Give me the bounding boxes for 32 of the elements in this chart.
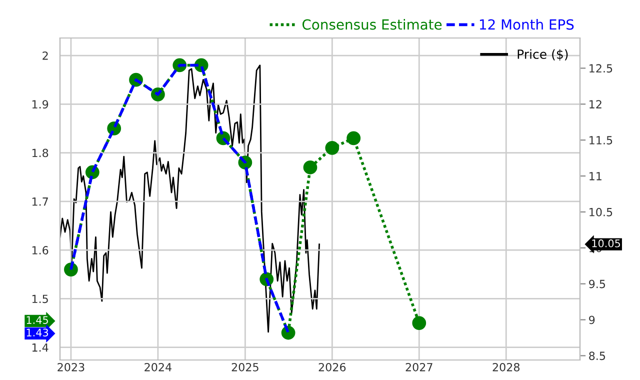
text: 1.43 bbox=[26, 328, 48, 336]
line-series bbox=[60, 64, 320, 333]
point bbox=[346, 131, 361, 146]
point bbox=[412, 316, 426, 330]
y2-tick-label: 8.5 bbox=[589, 352, 606, 360]
y-tick-label: 1.9 bbox=[32, 100, 48, 109]
y-tick-label: 2 bbox=[42, 51, 48, 60]
x-tick-label: 2025 bbox=[232, 362, 258, 372]
text: 10.05 bbox=[592, 239, 620, 248]
point bbox=[325, 140, 340, 155]
x-tick-label: 2026 bbox=[318, 362, 346, 372]
legend-label: Consensus Estimate bbox=[302, 19, 442, 30]
y2-tick-label: 9.5 bbox=[589, 280, 606, 288]
legend-label: Price ($) bbox=[518, 49, 568, 61]
y2-tick-label: 12.5 bbox=[590, 64, 612, 73]
y2-tick-label: 11 bbox=[590, 172, 602, 180]
y-tick-label: 1.5 bbox=[32, 294, 48, 304]
x-tick-label: 2023 bbox=[58, 362, 84, 372]
y2-tick-label: 12 bbox=[590, 100, 602, 108]
y-tick-label: 1.6 bbox=[32, 246, 48, 254]
legend-label: 12 Month EPS bbox=[480, 19, 574, 30]
y2-tick-label: 11.5 bbox=[590, 136, 612, 144]
y2-tick-label: 10.5 bbox=[590, 208, 612, 216]
x-tick-label: 2028 bbox=[492, 362, 520, 372]
x-tick-label: 2027 bbox=[406, 362, 432, 372]
y-tick-label: 1.8 bbox=[32, 148, 48, 158]
x-tick-label: 2024 bbox=[144, 362, 172, 372]
y-tick-label: 1.7 bbox=[32, 198, 48, 206]
y2-tick-label: 9 bbox=[589, 316, 595, 324]
y-tick-label: 1.4 bbox=[32, 343, 48, 352]
point bbox=[303, 160, 318, 174]
text: 1.45 bbox=[26, 316, 48, 324]
